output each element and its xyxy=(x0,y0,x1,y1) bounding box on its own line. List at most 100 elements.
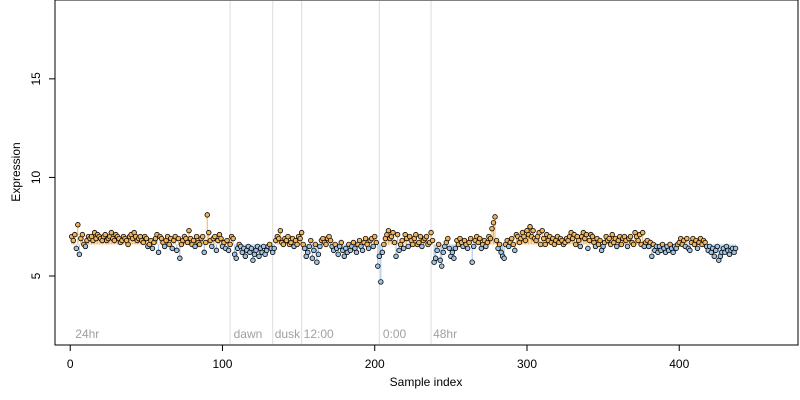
data-point xyxy=(618,241,625,248)
data-point xyxy=(385,227,392,234)
data-point xyxy=(440,249,446,256)
data-point xyxy=(102,231,108,238)
annotation-label: 0:00 xyxy=(383,327,407,341)
annotation-label: dawn xyxy=(234,327,263,341)
data-point xyxy=(530,227,536,234)
data-point xyxy=(276,235,282,242)
data-point xyxy=(539,227,545,234)
data-point xyxy=(573,241,579,248)
data-point xyxy=(209,243,215,250)
x-tick-label: 200 xyxy=(365,357,385,371)
data-point xyxy=(75,222,81,228)
data-point xyxy=(417,233,424,240)
data-point xyxy=(512,247,518,254)
data-point xyxy=(419,243,425,250)
data-point xyxy=(434,247,440,254)
data-point xyxy=(416,239,422,246)
data-point xyxy=(429,237,436,244)
y-tick-label: 10 xyxy=(29,170,43,184)
data-point xyxy=(271,245,277,252)
data-point xyxy=(428,229,434,236)
x-tick-label: 0 xyxy=(67,357,74,371)
data-point xyxy=(225,247,232,254)
data-point xyxy=(155,249,162,256)
data-point xyxy=(294,241,300,248)
data-point xyxy=(177,255,183,261)
data-point xyxy=(635,237,641,244)
data-point xyxy=(585,245,591,252)
data-point xyxy=(199,233,206,240)
data-point xyxy=(256,253,262,259)
data-point xyxy=(140,239,147,246)
data-point xyxy=(542,241,548,248)
data-point xyxy=(174,247,180,254)
data-point xyxy=(72,231,78,238)
data-point xyxy=(477,235,483,242)
data-point xyxy=(204,212,210,218)
data-point xyxy=(445,235,451,242)
data-point xyxy=(350,239,357,246)
annotation-label: 24hr xyxy=(75,327,99,341)
data-point xyxy=(522,237,529,244)
data-point xyxy=(297,235,303,242)
data-point xyxy=(76,251,83,258)
data-point xyxy=(227,241,233,248)
data-point xyxy=(314,259,320,265)
data-point xyxy=(732,245,739,252)
data-point xyxy=(435,241,442,248)
data-point xyxy=(317,243,323,250)
data-point xyxy=(423,233,430,240)
data-point xyxy=(413,231,419,238)
data-point xyxy=(583,231,590,238)
data-point xyxy=(381,241,387,248)
data-points xyxy=(69,212,739,285)
data-point xyxy=(394,231,401,238)
data-point xyxy=(201,249,207,256)
data-point xyxy=(711,253,717,259)
data-point xyxy=(493,237,500,244)
x-tick-label: 400 xyxy=(669,357,689,371)
annotation-labels: 24hr dawn dusk 12:00 0:00 48hr xyxy=(75,327,457,341)
data-point xyxy=(393,253,399,259)
y-tick-label: 5 xyxy=(29,272,43,279)
data-point xyxy=(248,245,255,252)
data-point xyxy=(484,239,491,246)
data-point xyxy=(190,237,197,244)
data-point xyxy=(372,233,378,240)
data-point xyxy=(375,263,381,269)
data-point xyxy=(464,245,471,252)
data-point xyxy=(111,237,118,244)
data-point xyxy=(432,255,439,261)
data-point xyxy=(379,249,386,256)
data-point xyxy=(510,241,516,248)
data-point xyxy=(487,235,494,242)
data-point xyxy=(125,241,131,248)
data-point xyxy=(192,243,198,250)
data-point xyxy=(82,243,89,250)
data-point xyxy=(301,245,308,252)
data-point xyxy=(373,239,379,246)
data-point xyxy=(184,239,191,246)
annotation-label: 48hr xyxy=(433,327,457,341)
data-point xyxy=(203,239,209,246)
data-point xyxy=(323,241,329,248)
data-point xyxy=(390,229,396,236)
data-point xyxy=(327,237,334,244)
data-point xyxy=(224,237,230,244)
x-tick-label: 300 xyxy=(517,357,537,371)
data-point xyxy=(311,247,317,254)
data-point xyxy=(161,243,168,250)
data-point xyxy=(341,253,347,259)
data-point xyxy=(627,233,634,240)
data-point xyxy=(649,253,655,259)
data-point xyxy=(143,235,150,242)
data-point xyxy=(541,235,547,242)
data-point xyxy=(370,243,376,250)
data-point xyxy=(175,235,182,242)
data-point xyxy=(452,245,459,252)
data-point xyxy=(149,245,156,252)
data-point xyxy=(277,227,284,234)
data-point xyxy=(439,263,445,269)
data-point xyxy=(492,214,498,220)
data-point xyxy=(609,231,615,238)
